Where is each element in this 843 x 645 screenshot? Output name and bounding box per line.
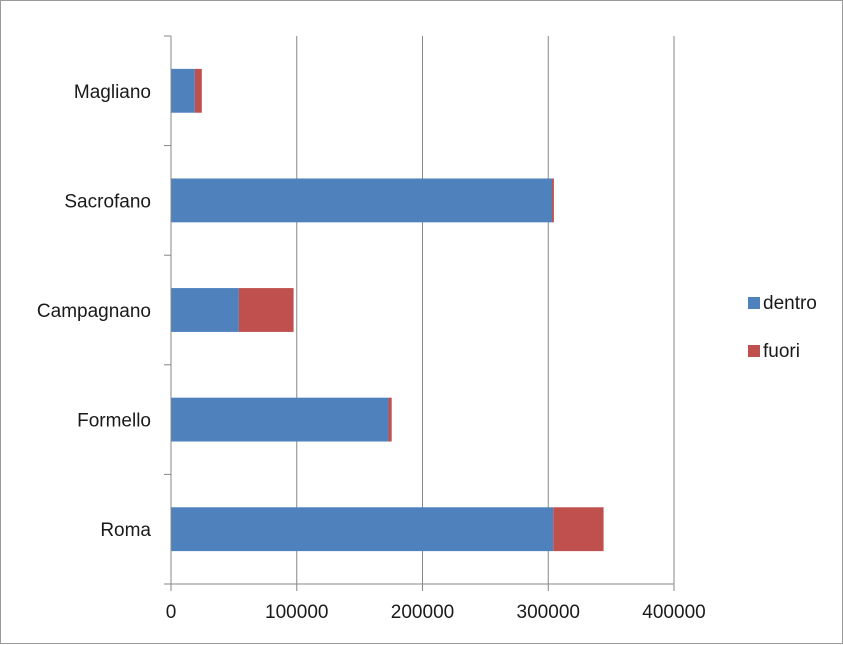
- legend-swatch-fuori: [748, 345, 760, 357]
- bar-dentro-formello: [171, 397, 389, 442]
- legend-swatch-dentro: [748, 297, 760, 309]
- y-tick-label-campagnano: Campagnano: [37, 301, 151, 322]
- bar-dentro-roma: [171, 507, 554, 552]
- legend: dentro fuori: [748, 293, 817, 362]
- x-tick-label-400000: 400000: [642, 602, 705, 623]
- grid-lines: [296, 36, 675, 584]
- legend-label-dentro: dentro: [763, 293, 817, 314]
- bar-fuori-formello: [388, 397, 392, 442]
- bar-fuori-magliano: [194, 68, 202, 113]
- x-tick-label-200000: 200000: [391, 602, 454, 623]
- bar-fuori-campagnano: [238, 288, 294, 332]
- y-tick-label-sacrofano: Sacrofano: [64, 191, 151, 212]
- bar-dentro-campagnano: [171, 288, 239, 332]
- bars: [171, 68, 604, 552]
- bar-dentro-sacrofano: [171, 178, 553, 223]
- y-tick-label-roma: Roma: [100, 520, 151, 541]
- axes: [164, 35, 675, 591]
- bar-dentro-magliano: [171, 68, 195, 113]
- x-tick-label-0: 0: [166, 602, 177, 623]
- bar-fuori-sacrofano: [552, 178, 554, 223]
- y-tick-label-formello: Formello: [77, 411, 151, 432]
- x-tick-label-300000: 300000: [517, 602, 580, 623]
- y-tick-label-magliano: Magliano: [74, 82, 151, 103]
- legend-label-fuori: fuori: [763, 341, 800, 362]
- tick-labels: Magliano Sacrofano Campagnano Formello Roma 0…: [37, 82, 706, 623]
- bar-fuori-roma: [553, 507, 604, 552]
- x-tick-label-100000: 100000: [265, 602, 328, 623]
